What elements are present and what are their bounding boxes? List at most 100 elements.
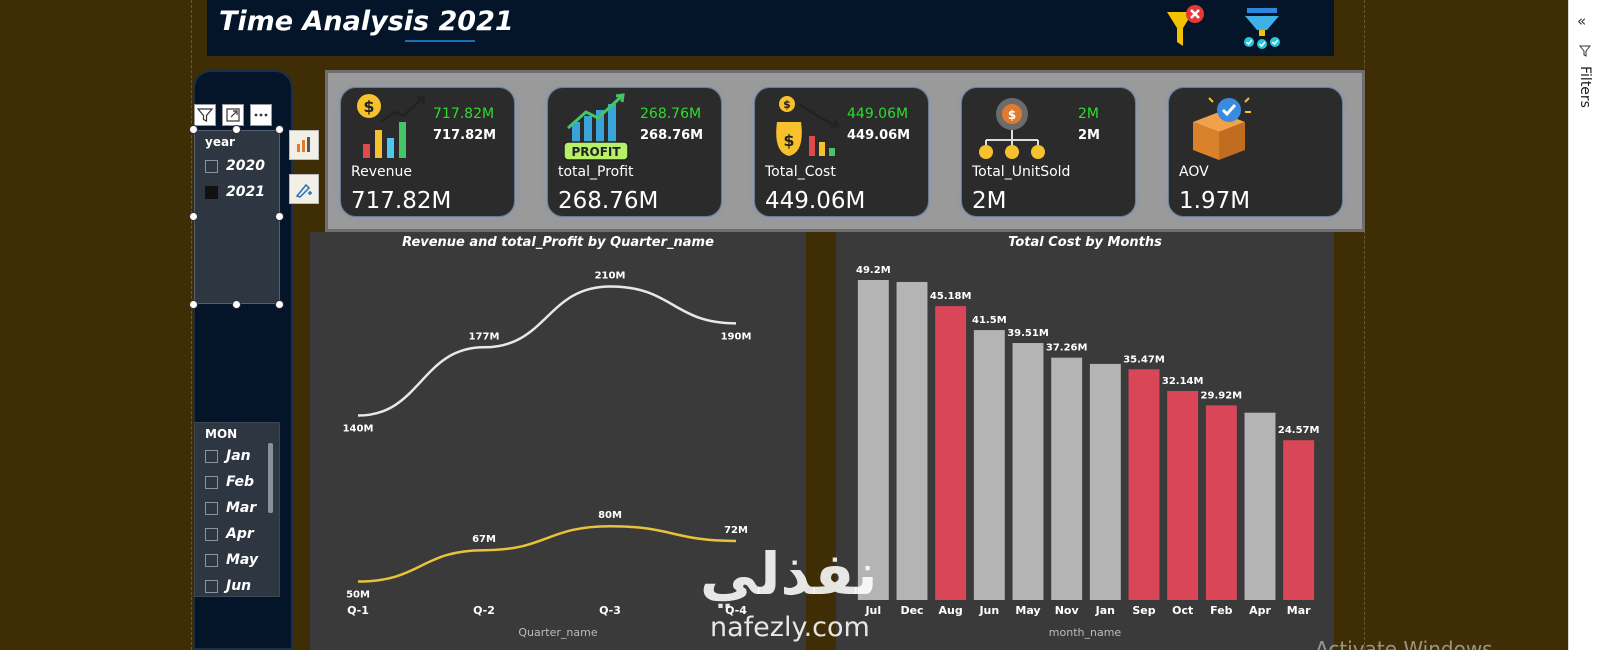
selection-handle[interactable] xyxy=(189,212,198,221)
data-label: 29.92M xyxy=(1201,390,1243,401)
data-label: 37.26M xyxy=(1046,343,1088,354)
data-label: 177M xyxy=(469,331,500,342)
selection-handle[interactable] xyxy=(275,212,284,221)
x-tick-label: Q-3 xyxy=(599,604,621,617)
watermark-latin: nafezly.com xyxy=(710,612,870,643)
format-visual-icon[interactable] xyxy=(289,130,319,160)
month-slicer-scrollbar[interactable] xyxy=(268,443,273,513)
month-slicer-item[interactable]: Feb xyxy=(205,469,258,495)
x-tick-label: Dec xyxy=(900,604,923,617)
kpi-value: 268.76M xyxy=(558,188,659,214)
chart-title: Revenue and total_Profit by Quarter_name xyxy=(402,235,714,250)
checkbox[interactable] xyxy=(205,185,218,199)
year-slicer-item[interactable]: 2021 xyxy=(205,179,265,205)
checkbox[interactable] xyxy=(205,159,218,173)
data-label: 140M xyxy=(343,424,374,435)
bar xyxy=(1128,369,1160,600)
money-bag-icon: $ $ xyxy=(765,92,845,164)
selection-handle[interactable] xyxy=(232,300,241,309)
funnel-check-icon[interactable] xyxy=(1239,4,1289,52)
series-line xyxy=(357,524,737,583)
x-tick-label: Jan xyxy=(1095,604,1115,617)
x-tick-label: Nov xyxy=(1055,604,1080,617)
selection-handle[interactable] xyxy=(189,125,198,134)
double-chevron-left-icon[interactable]: « xyxy=(1577,12,1587,30)
kpi-value: 449.06M xyxy=(765,188,866,214)
checkbox[interactable] xyxy=(205,527,218,541)
report-header: Time Analysis 2021 xyxy=(207,0,1334,56)
checkbox[interactable] xyxy=(205,475,218,489)
svg-text:$: $ xyxy=(783,131,794,150)
filter-pane-icon xyxy=(1578,42,1592,61)
kpi-label: AOV xyxy=(1179,164,1209,180)
checkbox[interactable] xyxy=(205,449,218,463)
kpi-target-value: 2M xyxy=(1078,106,1099,122)
data-label: 24.57M xyxy=(1278,425,1320,436)
filter-icon[interactable] xyxy=(194,104,216,126)
format-brush-icon[interactable] xyxy=(289,174,319,204)
bar xyxy=(1012,343,1044,600)
line-chart-panel[interactable]: Revenue and total_Profit by Quarter_name… xyxy=(310,232,806,650)
canvas-guide-right xyxy=(1364,0,1365,650)
bar xyxy=(973,330,1005,600)
canvas-guide-left xyxy=(191,0,192,650)
chart-title: Total Cost by Months xyxy=(1008,235,1162,250)
selection-handle[interactable] xyxy=(275,125,284,134)
bar xyxy=(1205,405,1237,600)
filters-pane[interactable]: « Filters xyxy=(1568,0,1600,650)
month-slicer-item[interactable]: Apr xyxy=(205,521,258,547)
focus-mode-icon[interactable] xyxy=(222,104,244,126)
kpi-actual-value: 717.82M xyxy=(433,128,497,143)
year-slicer-item[interactable]: 2020 xyxy=(205,153,265,179)
selection-handle[interactable] xyxy=(189,300,198,309)
bar xyxy=(935,306,967,600)
data-label: 35.47M xyxy=(1123,354,1165,365)
svg-text:$: $ xyxy=(1008,108,1016,122)
kpi-target-value: 449.06M xyxy=(847,106,909,122)
data-label: 190M xyxy=(721,331,752,342)
x-tick-label: Apr xyxy=(1249,604,1271,617)
month-slicer-item[interactable]: May xyxy=(205,547,258,573)
data-label: 50M xyxy=(346,590,370,601)
x-tick-label: Aug xyxy=(939,604,963,617)
selection-handle[interactable] xyxy=(232,125,241,134)
more-options-icon[interactable] xyxy=(250,104,272,126)
kpi-label: Total_UnitSold xyxy=(972,164,1071,180)
kpi-value: 717.82M xyxy=(351,188,452,214)
checkbox[interactable] xyxy=(205,553,218,567)
revenue-chart-icon: $ xyxy=(351,92,431,164)
checkbox[interactable] xyxy=(205,501,218,515)
checkbox[interactable] xyxy=(205,579,218,593)
data-label: 210M xyxy=(595,270,626,281)
month-slicer-item[interactable]: Jan xyxy=(205,443,258,469)
kpi-card-profit[interactable]: PROFIT 268.76M 268.76M total_Profit 268.… xyxy=(547,87,722,217)
selection-handle[interactable] xyxy=(275,300,284,309)
kpi-target-value: 268.76M xyxy=(640,106,702,122)
bar-chart-panel[interactable]: Total Cost by Months 49.2M Jul Dec 45.18M Au… xyxy=(836,232,1334,650)
bar xyxy=(1167,390,1199,600)
filters-pane-label: Filters xyxy=(1577,66,1593,108)
kpi-label: Revenue xyxy=(351,164,412,180)
title-underline xyxy=(405,40,475,42)
x-tick-label: Feb xyxy=(1210,604,1233,617)
bar xyxy=(1089,363,1121,600)
month-slicer-item[interactable]: Jun xyxy=(205,573,258,596)
kpi-card-cost[interactable]: $ $ 449.06M 449.06M Total_Cost 449.06M xyxy=(754,87,929,217)
svg-text:$: $ xyxy=(783,98,791,111)
kpi-card-units[interactable]: $ 2M 2M Total_UnitSold 2M xyxy=(961,87,1136,217)
kpi-actual-value: 2M xyxy=(1078,128,1100,143)
kpi-card-aov[interactable]: AOV 1.97M xyxy=(1168,87,1343,217)
bar xyxy=(857,280,889,600)
x-tick-label: Jul xyxy=(864,604,881,617)
month-slicer-item[interactable]: Mar xyxy=(205,495,258,521)
kpi-target-value: 717.82M xyxy=(433,106,495,122)
kpi-card-revenue[interactable]: $ 717.82M 717.82M Revenue 717.82M xyxy=(340,87,515,217)
os-activation-notice: Activate Windows xyxy=(1315,637,1493,650)
x-tick-label: Sep xyxy=(1132,604,1155,617)
kpi-value: 2M xyxy=(972,188,1007,214)
clear-filter-icon[interactable] xyxy=(1165,4,1205,52)
series-line xyxy=(357,285,737,417)
data-label: 45.18M xyxy=(930,291,972,302)
data-label: 41.5M xyxy=(972,315,1007,326)
x-tick-label: Q-1 xyxy=(347,604,369,617)
